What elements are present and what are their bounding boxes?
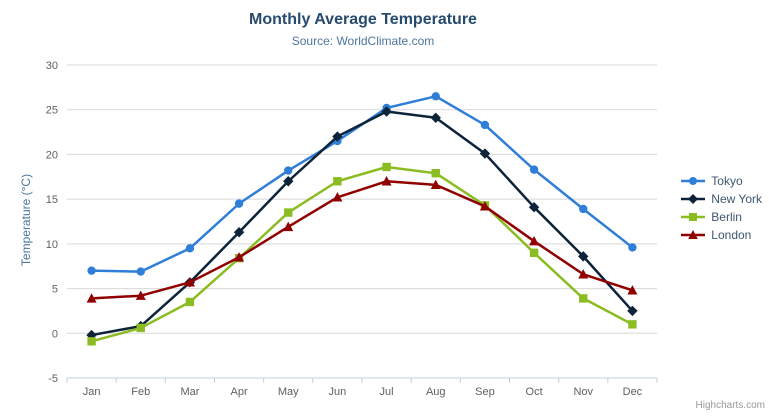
svg-text:5: 5: [52, 284, 58, 296]
svg-text:Dec: Dec: [623, 386, 643, 398]
legend-item-label: Tokyo: [711, 174, 743, 188]
svg-text:15: 15: [46, 194, 58, 206]
svg-text:10: 10: [46, 239, 58, 251]
svg-text:Jan: Jan: [83, 386, 101, 398]
credits-link[interactable]: Highcharts.com: [695, 400, 765, 411]
square-marker-icon: [681, 213, 706, 221]
chart-context-menu-button[interactable]: [735, 16, 759, 34]
legend-item-berlin[interactable]: Berlin: [680, 210, 762, 224]
triangle-marker-icon: [681, 230, 706, 239]
svg-text:Sep: Sep: [475, 386, 495, 398]
svg-text:0: 0: [52, 328, 58, 340]
circle-marker-icon: [681, 177, 706, 185]
series-tokyo[interactable]: [87, 92, 637, 276]
svg-text:Jun: Jun: [329, 386, 347, 398]
svg-text:20: 20: [46, 149, 58, 161]
svg-text:-5: -5: [48, 373, 58, 385]
svg-text:Apr: Apr: [231, 386, 248, 398]
svg-text:30: 30: [46, 60, 58, 72]
legend-item-london[interactable]: London: [680, 228, 762, 242]
legend-item-label: London: [711, 228, 752, 242]
svg-text:25: 25: [46, 105, 58, 117]
legend-item-label: New York: [711, 192, 762, 206]
series-new-york[interactable]: [86, 106, 638, 341]
grid-lines: [67, 64, 657, 379]
svg-text:Nov: Nov: [573, 386, 593, 398]
legend-item-new-york[interactable]: New York: [680, 192, 762, 206]
svg-text:May: May: [278, 386, 299, 398]
axes: [66, 377, 658, 383]
diamond-marker-icon: [681, 194, 706, 204]
axis-labels: -5 0 5 10 15 20 25 30 Jan Feb Mar Apr May Jun Jul Aug Se…: [46, 60, 643, 398]
legend-item-tokyo[interactable]: Tokyo: [680, 174, 762, 188]
chart-subtitle: Source: WorldClimate.com: [291, 34, 435, 48]
legend: Tokyo New York Berlin London: [680, 172, 762, 244]
chart-title: Monthly Average Temperature: [249, 11, 477, 28]
svg-text:Mar: Mar: [180, 386, 199, 398]
svg-text:Oct: Oct: [526, 386, 543, 398]
legend-item-label: Berlin: [711, 210, 742, 224]
svg-text:Jul: Jul: [380, 386, 394, 398]
y-axis-title: Temperature (°C): [19, 173, 33, 267]
series-london[interactable]: [86, 176, 638, 303]
svg-text:Aug: Aug: [426, 386, 446, 398]
series-berlin[interactable]: [87, 162, 637, 346]
svg-text:Feb: Feb: [131, 386, 150, 398]
